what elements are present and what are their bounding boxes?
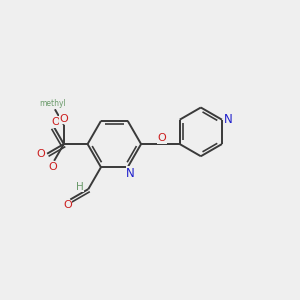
Text: H: H [76,182,84,192]
Text: methyl: methyl [39,99,66,108]
Text: O: O [158,133,166,143]
Text: O: O [63,200,72,210]
Text: N: N [126,167,135,180]
Text: O: O [51,117,60,127]
Text: O: O [59,114,68,124]
Text: O: O [48,162,57,172]
Text: N: N [224,112,233,126]
Text: O: O [37,149,46,159]
